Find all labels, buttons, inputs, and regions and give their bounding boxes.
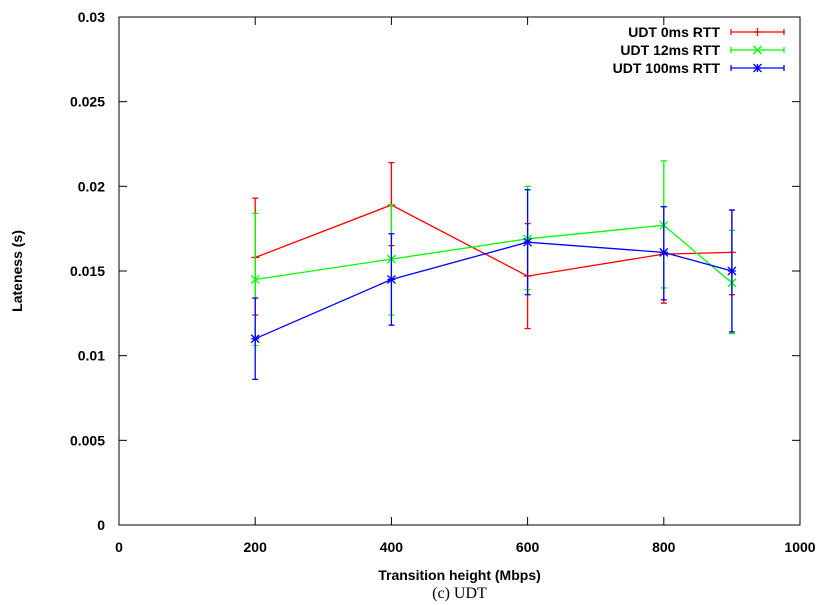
series-line xyxy=(254,204,732,277)
series xyxy=(250,160,737,381)
series-2 xyxy=(250,189,737,381)
x-tick-label: 400 xyxy=(380,539,404,555)
y-tick-label: 0.03 xyxy=(78,9,105,25)
x-tick-label: 800 xyxy=(652,539,676,555)
plot-frame xyxy=(118,16,801,526)
x-tick-label: 1000 xyxy=(784,539,815,555)
data-point xyxy=(727,266,737,276)
legend-marker xyxy=(753,28,762,36)
data-point xyxy=(250,334,260,344)
legend-item-0: UDT 0ms RTT xyxy=(628,24,785,40)
legend-marker xyxy=(753,63,762,73)
legend-label: UDT 0ms RTT xyxy=(628,24,720,40)
y-tick-label: 0.005 xyxy=(70,432,105,448)
y-tick-label: 0.025 xyxy=(70,94,105,110)
data-point xyxy=(250,275,260,284)
x-tick-label: 200 xyxy=(244,539,268,555)
legend-item-2: UDT 100ms RTT xyxy=(613,60,785,76)
axes xyxy=(118,16,801,526)
legend-label: UDT 100ms RTT xyxy=(613,60,721,76)
x-tick-label: 600 xyxy=(516,539,540,555)
legend-marker xyxy=(753,45,762,55)
figure-caption: (c) UDT xyxy=(432,585,487,602)
data-point xyxy=(523,237,533,247)
x-axis-label: Transition height (Mbps) xyxy=(378,567,541,583)
x-tick-label: 0 xyxy=(115,539,123,555)
y-axis-label: Lateness (s) xyxy=(9,230,25,312)
legend-label: UDT 12ms RTT xyxy=(620,42,720,58)
y-tick-label: 0.01 xyxy=(78,348,105,364)
y-tick-label: 0.015 xyxy=(70,263,105,279)
y-tick-label: 0 xyxy=(97,517,105,533)
ticks: 0 200 400 600 800 1000 0 0.005 0.01 0.015 0.02 0.02… xyxy=(70,9,816,555)
data-point xyxy=(386,275,396,284)
legend-item-1: UDT 12ms RTT xyxy=(620,42,785,58)
y-tick-label: 0.02 xyxy=(78,178,105,194)
data-point xyxy=(659,247,669,257)
legend: UDT 0ms RTT UDT 12ms RTT UDT 100ms RTT xyxy=(613,24,785,76)
